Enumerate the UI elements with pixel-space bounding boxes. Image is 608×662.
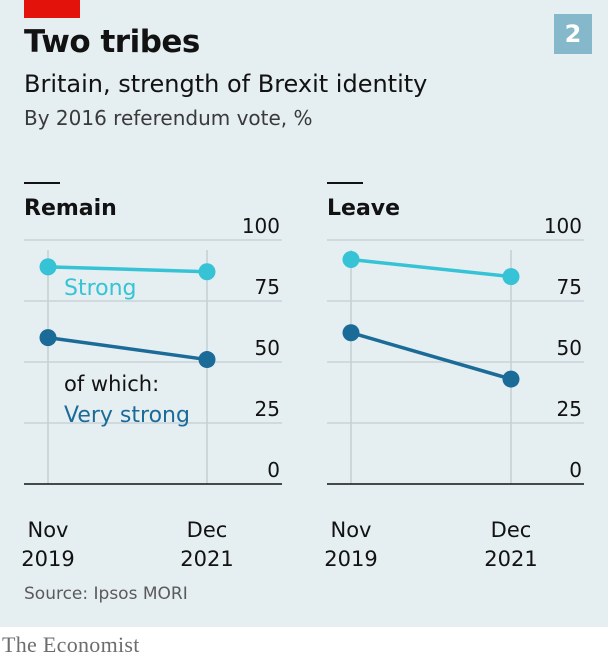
annotation-very-strong: Very strong bbox=[64, 403, 190, 428]
chart-note: By 2016 referendum vote, % bbox=[24, 106, 313, 130]
chart-number-badge: 2 bbox=[554, 14, 592, 54]
y-tick-label: 25 bbox=[255, 397, 280, 421]
y-tick-label: 75 bbox=[557, 275, 582, 299]
data-point-very-strong bbox=[502, 370, 520, 388]
panel-title-remain: Remain bbox=[24, 196, 117, 221]
y-tick-label: 50 bbox=[255, 336, 280, 360]
data-point-strong bbox=[342, 251, 360, 269]
data-point-very-strong bbox=[39, 329, 57, 347]
panel-title-leave: Leave bbox=[327, 196, 400, 221]
series-line-strong bbox=[350, 257, 512, 279]
data-point-strong bbox=[502, 268, 520, 286]
x-tick-label: 2021 bbox=[484, 547, 537, 571]
chart-subtitle: Britain, strength of Brexit identity bbox=[24, 70, 428, 98]
x-tick-label: 2021 bbox=[180, 547, 233, 571]
series-line-very-strong bbox=[47, 335, 208, 362]
y-tick-label: 100 bbox=[242, 214, 280, 238]
x-tick-label: Nov bbox=[331, 518, 372, 542]
x-tick-label: Dec bbox=[187, 518, 228, 542]
data-point-strong bbox=[39, 258, 57, 276]
x-tick-label: 2019 bbox=[324, 547, 377, 571]
chart-card bbox=[0, 0, 608, 627]
y-tick-label: 0 bbox=[569, 458, 582, 482]
x-tick-label: Nov bbox=[28, 518, 69, 542]
red-tag bbox=[24, 0, 80, 18]
y-tick-label: 75 bbox=[255, 275, 280, 299]
annotation-strong: Strong bbox=[64, 276, 137, 301]
y-tick-label: 0 bbox=[267, 458, 280, 482]
data-point-very-strong bbox=[342, 324, 360, 342]
series-line-strong bbox=[47, 265, 208, 274]
economist-logo: The Economist bbox=[2, 632, 140, 657]
x-tick-label: 2019 bbox=[21, 547, 74, 571]
y-tick-label: 25 bbox=[557, 397, 582, 421]
line-charts: Remain 0 25 50 75 100 Nov 2019 Dec 2021 Strong of w… bbox=[21, 182, 584, 571]
source-note: Source: Ipsos MORI bbox=[24, 584, 188, 604]
y-tick-label: 100 bbox=[544, 214, 582, 238]
data-point-very-strong bbox=[198, 351, 216, 369]
annotation-of-which: of which: bbox=[64, 372, 159, 396]
y-tick-label: 50 bbox=[557, 336, 582, 360]
data-point-strong bbox=[198, 263, 216, 281]
series-line-very-strong bbox=[350, 331, 512, 381]
x-tick-label: Dec bbox=[491, 518, 532, 542]
chart-title: Two tribes bbox=[24, 24, 200, 60]
